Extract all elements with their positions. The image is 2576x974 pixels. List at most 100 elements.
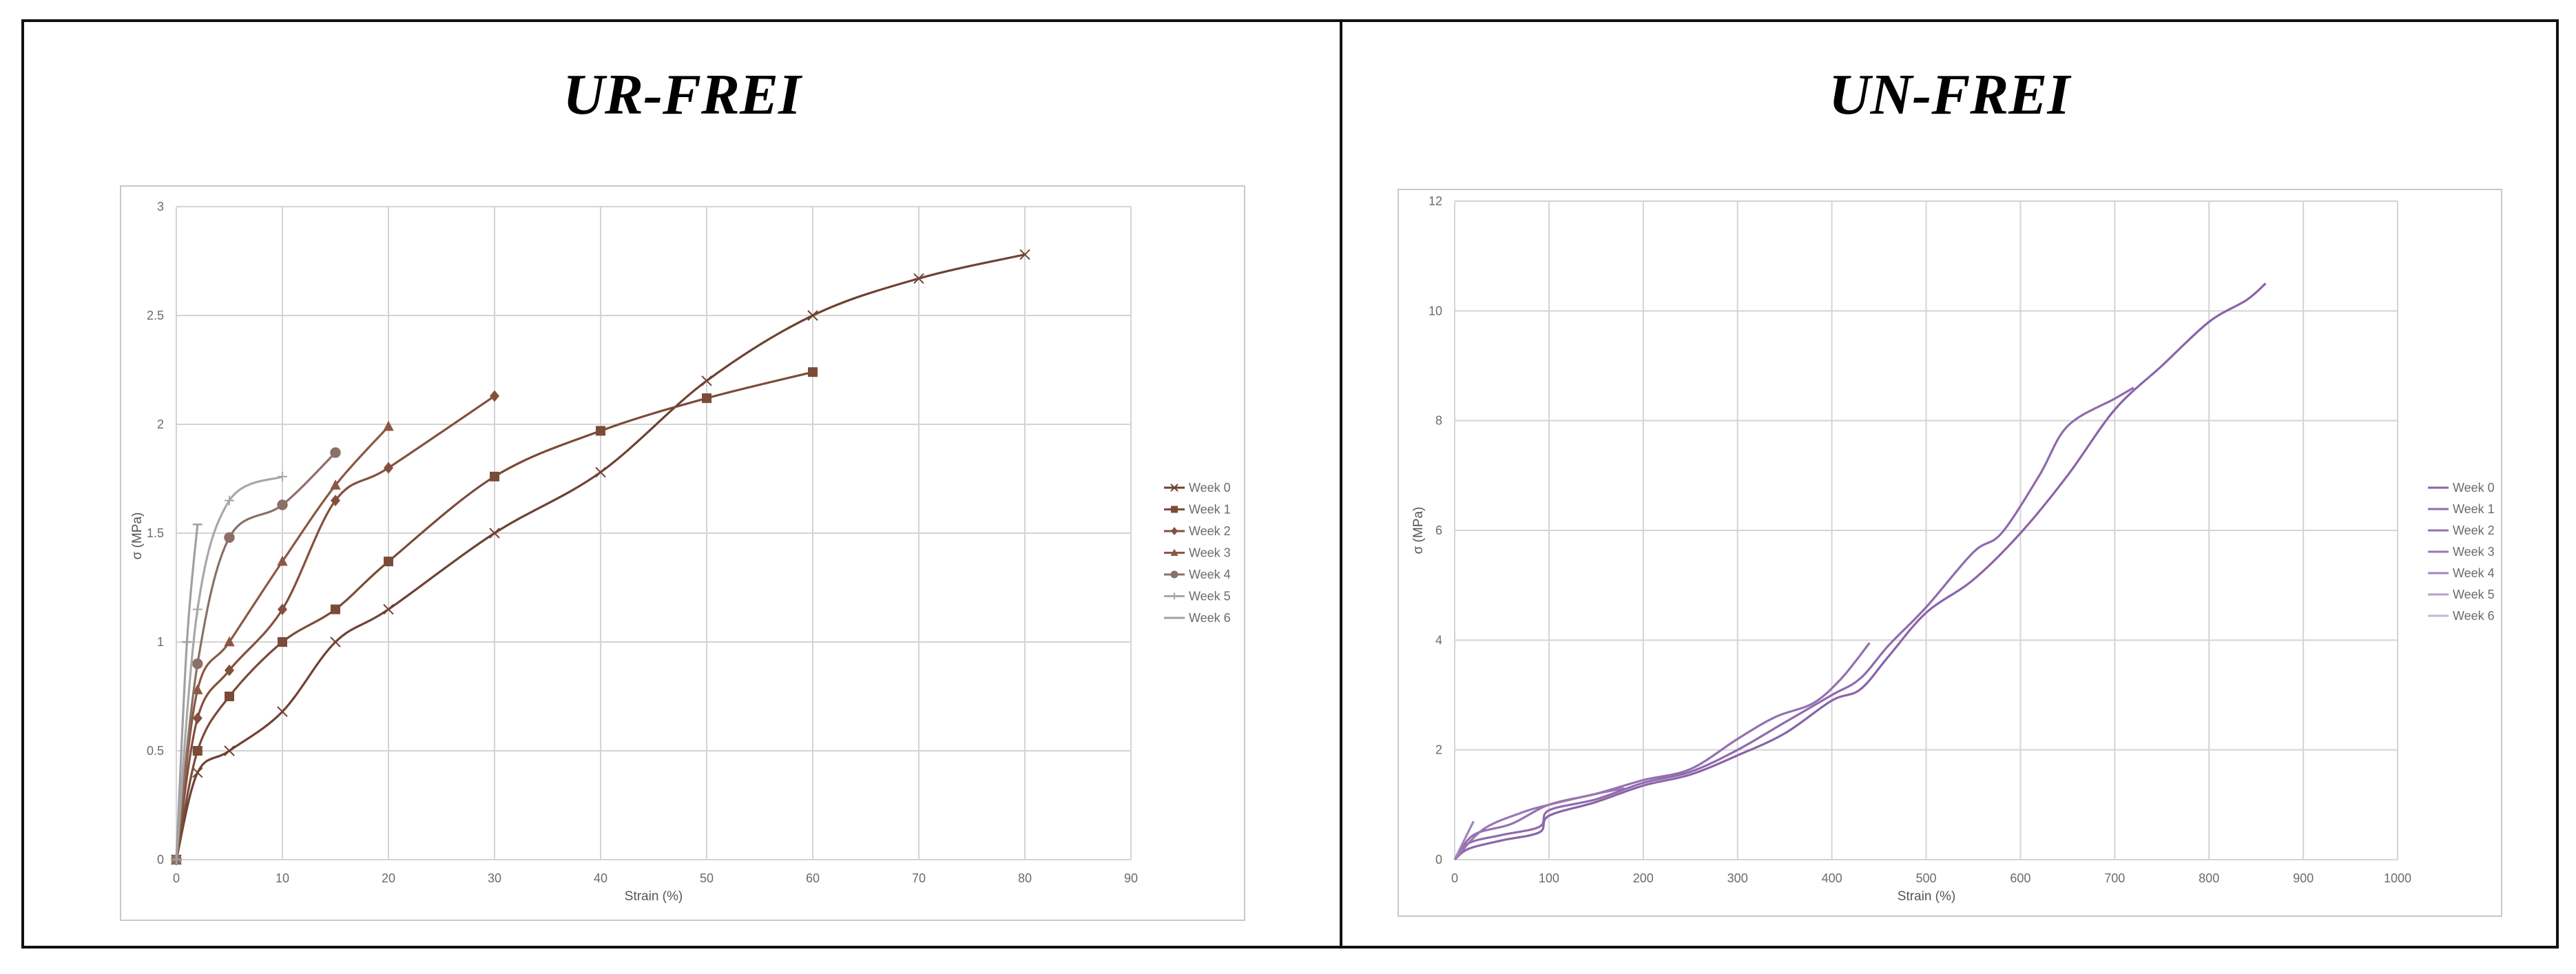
series-line	[175, 451, 337, 860]
series-group-right	[1453, 282, 2267, 861]
data-point	[490, 390, 499, 402]
legend-label: Week 0	[2453, 481, 2495, 495]
x-tick-label-right: 200	[1633, 871, 1654, 885]
legend-item: Week 3	[2428, 545, 2495, 559]
data-point	[224, 636, 235, 647]
legend-item: Week 1	[1164, 503, 1231, 517]
y-tick-label-right: 10	[1429, 304, 1442, 318]
series-right-week-2	[1453, 642, 1871, 860]
gridlines-left	[176, 206, 1132, 860]
data-point	[278, 603, 287, 615]
legend-item: Week 5	[2428, 588, 2495, 601]
series-right-week-3	[1453, 787, 1625, 861]
data-point	[489, 528, 500, 539]
series-line	[1453, 820, 1475, 860]
x-tick-label-left: 10	[276, 871, 289, 885]
x-tick-label-right: 400	[1822, 871, 1842, 885]
legend-item: Week 2	[1164, 524, 1231, 538]
data-point	[330, 636, 341, 647]
data-point	[596, 426, 605, 436]
data-point	[330, 447, 341, 458]
legend-label: Week 3	[1189, 546, 1231, 560]
data-point	[225, 664, 234, 676]
y-tick-label-right: 0	[1435, 853, 1442, 867]
y-tick-label-right: 4	[1435, 633, 1442, 647]
y-tick-label-left: 2.5	[147, 309, 164, 322]
y-ticks-right: 0 2 4 6 8 10 12	[1429, 194, 1442, 867]
x-tick-label-right: 300	[1727, 871, 1748, 885]
legend-label: Week 5	[2453, 588, 2495, 601]
legend-label: Week 2	[2453, 524, 2495, 537]
y-tick-label-left: 0	[157, 853, 164, 867]
x-tick-label-left: 20	[382, 871, 395, 885]
data-point	[192, 604, 202, 614]
data-point	[808, 367, 818, 377]
series-left-week-4	[171, 447, 341, 865]
series-left-week-6	[172, 524, 202, 861]
data-point	[383, 420, 394, 431]
legend-item: Week 3	[1164, 546, 1231, 560]
x-tick-label-left: 60	[806, 871, 820, 885]
legend-item: Week 5	[1164, 590, 1231, 603]
legend-right: Week 0 Week 1 Week 2 Week 3 Week 4 Week 5 Week…	[2428, 481, 2495, 623]
x-tick-label-right: 100	[1539, 871, 1559, 885]
legend-label: Week 3	[2453, 545, 2495, 559]
panel-un-frei: UN-FREI 0 100 200 300 400 500 600 700 800 900 1000…	[1398, 63, 2502, 917]
x-tick-label-right: 900	[2293, 871, 2314, 885]
legend-item: Week 4	[1164, 568, 1231, 581]
chart-area-left	[120, 185, 1245, 921]
x-tick-label-left: 40	[594, 871, 607, 885]
x-tick-label-right: 600	[2010, 871, 2030, 885]
chart-title-left: UR-FREI	[563, 63, 803, 127]
legend-marker	[1170, 570, 1178, 579]
data-point	[701, 375, 712, 386]
data-point	[807, 310, 818, 321]
legend-item: Week 2	[2428, 524, 2495, 537]
panel-ur-frei: UR-FREI 0 10 20 30 40 50 60 70 80 90 0 0.5 1 1.5 2 2.5…	[120, 63, 1245, 921]
series-line	[1453, 642, 1871, 860]
x-axis-label-left: Strain (%)	[625, 889, 683, 904]
series-group-left	[171, 249, 1030, 866]
data-point	[278, 471, 287, 481]
y-tick-label-right: 2	[1435, 743, 1442, 757]
data-point	[913, 273, 924, 284]
series-line	[175, 395, 495, 860]
data-point	[384, 557, 393, 567]
data-point	[277, 499, 288, 510]
legend-marker	[1170, 484, 1178, 492]
legend-marker	[1171, 592, 1178, 600]
y-axis-label-right: σ (MPa)	[1411, 507, 1426, 555]
x-tick-label-right: 700	[2104, 871, 2125, 885]
data-point	[277, 706, 288, 717]
series-line	[175, 475, 283, 860]
x-tick-label-left: 80	[1018, 871, 1032, 885]
y-tick-label-right: 8	[1435, 414, 1442, 428]
data-point	[192, 684, 203, 694]
x-ticks-left: 0 10 20 30 40 50 60 70 80 90	[173, 871, 1138, 885]
legend-label: Week 6	[2453, 609, 2495, 623]
series-right-week-0	[1453, 282, 2267, 861]
chart-title-right: UN-FREI	[1829, 63, 2072, 127]
x-tick-label-left: 30	[488, 871, 501, 885]
x-ticks-right: 0 100 200 300 400 500 600 700 800 900 1000	[1451, 871, 2411, 885]
x-tick-label-left: 90	[1124, 871, 1138, 885]
legend-label: Week 1	[2453, 502, 2495, 516]
data-point	[192, 767, 203, 778]
y-tick-label-left: 3	[157, 200, 164, 214]
chart-area-right	[1398, 189, 2502, 917]
legend-item: Week 6	[1164, 611, 1231, 625]
legend-marker	[1171, 506, 1178, 513]
series-left-week-0	[171, 249, 1030, 865]
data-point	[490, 471, 499, 481]
data-point	[224, 532, 235, 543]
y-tick-label-right: 6	[1435, 524, 1442, 537]
x-tick-label-right: 1000	[2384, 871, 2411, 885]
legend-marker	[1171, 527, 1178, 535]
legend-item: Week 4	[2428, 566, 2495, 580]
data-point	[331, 495, 340, 506]
data-point	[192, 658, 203, 670]
legend-label: Week 1	[1189, 503, 1231, 517]
data-point	[192, 712, 202, 724]
legend-item: Week 1	[2428, 502, 2495, 516]
data-point	[595, 466, 606, 478]
